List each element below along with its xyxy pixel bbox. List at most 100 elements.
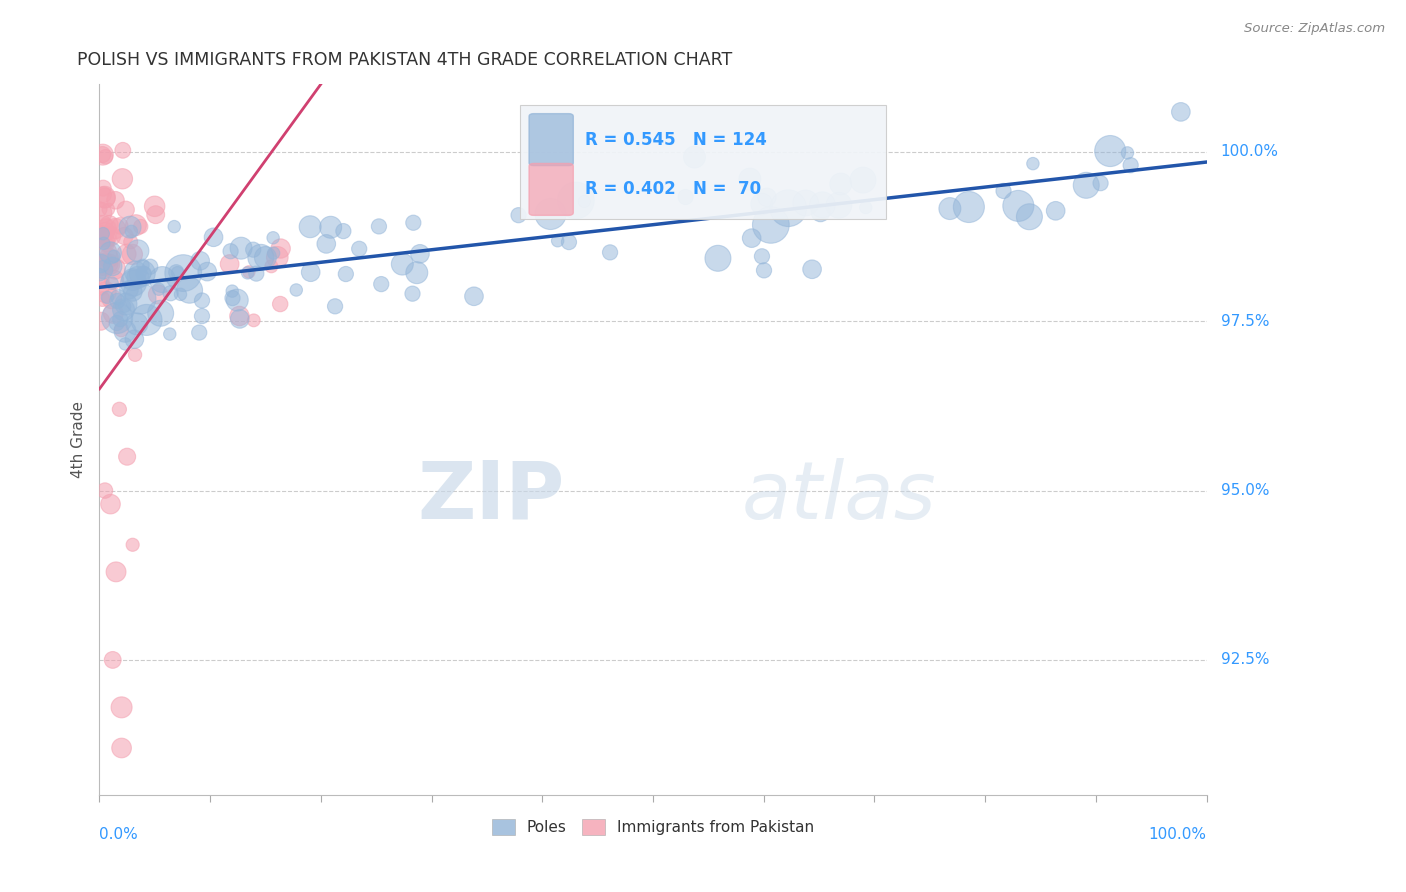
Point	[299, 219, 322, 234]
Point	[93, 187, 115, 202]
Point	[191, 309, 214, 323]
Point	[221, 291, 243, 305]
Point	[195, 264, 218, 278]
Point	[143, 199, 166, 213]
Point	[558, 235, 581, 249]
Point	[104, 261, 127, 276]
FancyBboxPatch shape	[529, 163, 574, 215]
Point	[759, 218, 782, 232]
Point	[100, 229, 122, 244]
Point	[114, 202, 136, 217]
Point	[1007, 199, 1029, 213]
Point	[828, 198, 851, 212]
Point	[101, 277, 124, 291]
Point	[169, 287, 191, 301]
Point	[368, 219, 391, 234]
Point	[104, 221, 127, 235]
Point	[89, 202, 111, 217]
Point	[101, 260, 124, 274]
Point	[110, 741, 132, 756]
Point	[94, 483, 117, 498]
Point	[1076, 178, 1098, 193]
Point	[332, 224, 354, 238]
Point	[94, 245, 117, 260]
Point	[319, 220, 342, 235]
Point	[266, 250, 288, 264]
Point	[93, 262, 115, 277]
Point	[299, 265, 322, 279]
Point	[121, 285, 143, 299]
Point	[94, 222, 117, 236]
Point	[115, 450, 138, 464]
Point	[96, 291, 118, 305]
Point	[229, 312, 252, 326]
Text: Source: ZipAtlas.com: Source: ZipAtlas.com	[1244, 22, 1385, 36]
Point	[112, 302, 135, 317]
Point	[254, 251, 277, 265]
Point	[262, 231, 284, 245]
Point	[97, 202, 120, 217]
Point	[91, 227, 114, 241]
Point	[675, 190, 697, 204]
Point	[120, 235, 142, 249]
Point	[565, 194, 588, 208]
Point	[218, 257, 240, 271]
Point	[323, 299, 346, 313]
Point	[707, 252, 730, 266]
Point	[1099, 144, 1122, 158]
Text: 97.5%: 97.5%	[1220, 314, 1270, 329]
Point	[146, 287, 169, 301]
Point	[89, 268, 111, 282]
Point	[91, 181, 114, 195]
Point	[125, 317, 148, 331]
Point	[94, 262, 117, 277]
Point	[574, 194, 596, 209]
Point	[547, 234, 569, 248]
Point	[401, 286, 423, 301]
Text: 95.0%: 95.0%	[1220, 483, 1270, 498]
Point	[132, 267, 155, 281]
Point	[134, 266, 156, 280]
Point	[794, 196, 817, 211]
Point	[270, 242, 292, 256]
Point	[91, 147, 114, 161]
Point	[97, 251, 120, 265]
Point	[103, 273, 125, 287]
Point	[260, 260, 283, 274]
Point	[391, 257, 413, 271]
Point	[91, 147, 114, 161]
Point	[94, 150, 117, 164]
Text: 0.0%: 0.0%	[100, 828, 138, 842]
Point	[315, 236, 337, 251]
Point	[132, 258, 155, 272]
Point	[1116, 145, 1139, 160]
Point	[91, 218, 114, 232]
Point	[108, 402, 131, 417]
Text: 100.0%: 100.0%	[1220, 145, 1278, 160]
Text: R = 0.402   N =  70: R = 0.402 N = 70	[585, 180, 762, 198]
Text: atlas: atlas	[741, 458, 936, 536]
Point	[120, 224, 142, 238]
Point	[778, 201, 800, 215]
Point	[100, 245, 122, 260]
Text: 100.0%: 100.0%	[1149, 828, 1206, 842]
Y-axis label: 4th Grade: 4th Grade	[72, 401, 86, 478]
FancyBboxPatch shape	[529, 113, 574, 166]
Point	[114, 299, 136, 313]
Point	[96, 237, 118, 252]
Point	[810, 205, 832, 219]
Point	[599, 245, 621, 260]
Point	[101, 292, 124, 306]
Point	[93, 236, 115, 251]
Point	[129, 219, 152, 234]
Point	[93, 190, 115, 204]
Point	[124, 332, 146, 346]
Point	[1170, 104, 1192, 119]
Point	[107, 290, 129, 304]
Point	[245, 267, 267, 281]
Point	[90, 314, 112, 328]
Point	[110, 700, 132, 714]
Point	[269, 297, 291, 311]
Point	[122, 276, 145, 290]
Point	[159, 286, 181, 301]
